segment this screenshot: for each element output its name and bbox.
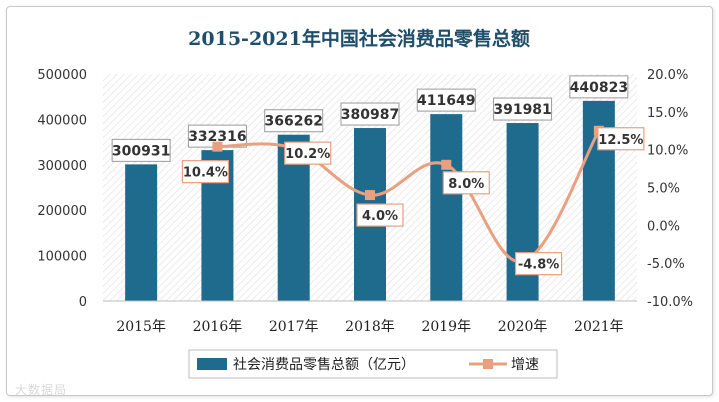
bar-label-box	[340, 102, 400, 126]
x-tick-label: 2017年	[269, 319, 319, 335]
bar-value-label: 391981	[493, 102, 551, 118]
chart-title: 2015-2021年中国社会消费品零售总额	[188, 27, 530, 50]
growth-label-box	[181, 160, 230, 184]
growth-value-label: -4.8%	[518, 258, 559, 273]
y-left-tick-label: 300000	[37, 159, 87, 174]
bar-label-box	[493, 97, 553, 121]
y-left-tick-label: 100000	[37, 250, 87, 265]
x-tick-label: 2021年	[574, 319, 624, 335]
bar-label-box	[111, 138, 171, 162]
bar-value-label: 366262	[264, 114, 322, 130]
y-right-tick-label: 5.0%	[647, 182, 680, 197]
growth-value-label: 8.0%	[448, 177, 484, 192]
x-tick-label: 2019年	[421, 319, 471, 335]
chart-canvas: 2015-2021年中国社会消费品零售总额 0 100000 200000 300000…	[37, 27, 693, 379]
x-tick-label: 2018年	[345, 319, 395, 335]
x-tick-label: 2016年	[193, 319, 243, 335]
y-right-tick-label: 15.0%	[647, 106, 688, 121]
bar-label-box	[569, 75, 629, 99]
bar-value-label: 411649	[417, 93, 475, 109]
growth-value-label: 4.0%	[362, 209, 398, 224]
bar-label-box	[264, 109, 324, 133]
chart-frame: 2015-2021年中国社会消费品零售总额 0 100000 200000 300000…	[6, 6, 713, 397]
y-right-tick-label: 0.0%	[647, 219, 680, 234]
y-right-tick-label: 20.0%	[647, 68, 688, 83]
growth-label-box	[442, 171, 490, 195]
y-right-tick-label: -10.0%	[647, 295, 693, 310]
growth-value-label: 10.2%	[285, 147, 330, 162]
growth-label-box	[284, 141, 332, 165]
growth-value-label: 12.5%	[598, 133, 643, 148]
y-right-tick-label: 10.0%	[647, 144, 688, 159]
bar-label-box	[416, 88, 476, 112]
growth-label-box	[514, 252, 563, 276]
growth-marker	[212, 141, 223, 152]
legend-line-label: 增速	[511, 357, 539, 373]
y-left-tick-label: 0	[79, 295, 87, 310]
bar-value-label: 332316	[188, 129, 246, 145]
growth-label-box	[597, 127, 645, 151]
watermark-text: 大数据局	[15, 383, 68, 397]
bar-value-label: 440823	[570, 80, 628, 96]
growth-value-label: 10.4%	[183, 166, 228, 181]
y-right-tick-label: -5.0%	[647, 257, 685, 272]
bar	[125, 164, 158, 301]
legend-line-marker	[483, 359, 493, 369]
y-left-tick-label: 500000	[37, 68, 87, 83]
growth-label-box	[356, 203, 404, 227]
legend-bar-swatch	[197, 358, 227, 370]
legend-bar-label: 社会消费品零售总额（亿元）	[233, 357, 415, 373]
growth-marker	[441, 159, 452, 170]
bar-value-label: 380987	[341, 107, 399, 123]
y-left-tick-label: 200000	[37, 204, 87, 219]
bar-value-label: 300931	[112, 143, 170, 159]
growth-marker	[365, 190, 375, 201]
x-tick-label: 2020年	[498, 319, 548, 335]
x-tick-label: 2015年	[116, 319, 166, 335]
bar	[430, 114, 463, 301]
y-left-tick-label: 400000	[37, 113, 87, 128]
